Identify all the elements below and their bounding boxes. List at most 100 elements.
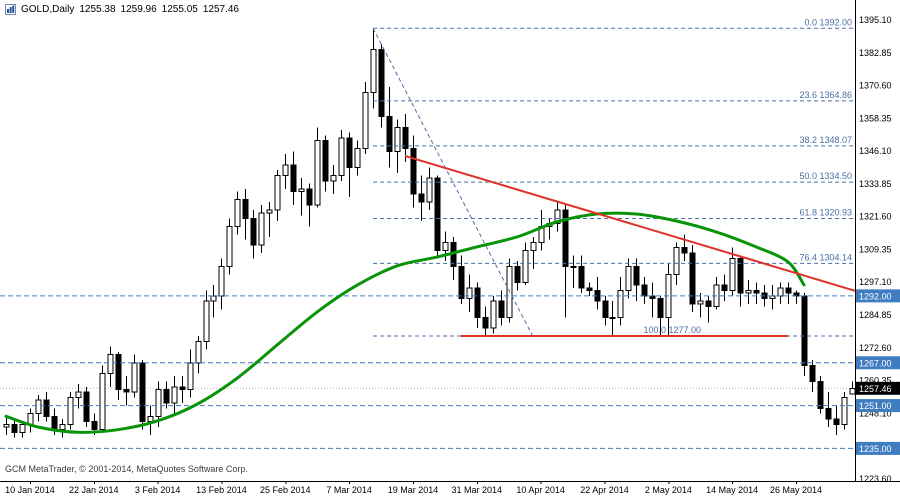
candle — [737, 255, 744, 307]
candle — [139, 360, 146, 430]
candle-body — [210, 295, 217, 302]
price-axis-label: 1370.60 — [859, 81, 892, 91]
candle-body — [123, 389, 130, 393]
candle — [625, 258, 632, 299]
candle — [298, 178, 305, 216]
candle — [378, 44, 385, 128]
candle — [195, 336, 202, 374]
candle-body — [522, 249, 529, 283]
candle — [458, 255, 465, 304]
candle-body — [354, 148, 361, 168]
candle-body — [641, 284, 648, 297]
date-axis-label: 10 Jan 2014 — [5, 485, 55, 495]
fib-level-label: 50.0 1334.50 — [799, 171, 852, 181]
candle — [490, 295, 497, 334]
candle — [482, 306, 489, 337]
candle-body — [258, 212, 265, 246]
moving-average-line[interactable] — [4, 211, 806, 434]
open-value: 1255.38 — [79, 4, 116, 15]
candle-body — [777, 287, 784, 297]
candle — [697, 293, 704, 318]
price-axis-label: 1260.35 — [859, 376, 892, 386]
candle-body — [498, 300, 505, 318]
candle-body — [609, 316, 616, 319]
candle — [386, 87, 393, 168]
candle-body — [841, 397, 848, 425]
date-axis-label: 22 Apr 2014 — [580, 485, 629, 495]
candle-body — [131, 362, 138, 393]
candle — [578, 255, 585, 294]
candle — [466, 274, 473, 312]
candle — [203, 290, 210, 350]
date-axis-label: 25 Feb 2014 — [260, 485, 311, 495]
chart-icon — [5, 4, 16, 15]
candle-body — [107, 354, 114, 374]
candle-body — [554, 209, 561, 225]
candle — [210, 285, 217, 318]
candle-body — [3, 423, 10, 428]
date-axis-label: 7 Mar 2014 — [326, 485, 372, 495]
candle-body — [801, 295, 808, 366]
symbol-period-label: GOLD,Daily — [21, 4, 75, 15]
candle-body — [155, 389, 162, 417]
candle — [171, 376, 178, 414]
candle — [179, 376, 186, 403]
candle — [234, 191, 241, 235]
candle-body — [298, 188, 305, 193]
candle — [649, 282, 656, 318]
candle — [59, 418, 66, 438]
price-axis-label: 1358.35 — [859, 113, 892, 123]
candle-body — [370, 49, 377, 94]
trend-line[interactable] — [404, 154, 857, 293]
fib-level-label: 23.6 1364.86 — [799, 90, 852, 100]
date-axis-label: 10 Apr 2014 — [516, 485, 565, 495]
candles-layer — [3, 28, 856, 438]
candle — [617, 277, 624, 326]
price-axis-label: 1297.10 — [859, 277, 892, 287]
candle-body — [27, 413, 34, 425]
fib-diagonal-line[interactable] — [372, 28, 534, 337]
candle — [825, 392, 832, 427]
candle-body — [147, 415, 154, 423]
candle-body — [394, 126, 401, 152]
fib-level-label: 100.0 1277.00 — [643, 325, 701, 335]
candle-body — [338, 137, 345, 176]
candle — [538, 210, 545, 251]
candle-body — [282, 164, 289, 176]
candle-body — [386, 116, 393, 152]
candle — [474, 282, 481, 328]
price-axis-label: 1321.60 — [859, 212, 892, 222]
price-axis-label: 1284.85 — [859, 310, 892, 320]
candle-body — [51, 415, 58, 431]
candle — [75, 384, 82, 409]
candle — [314, 127, 321, 208]
candle-body — [586, 287, 593, 292]
candle-body — [242, 199, 249, 219]
price-level-tag-label: 1235.00 — [859, 444, 892, 454]
candle — [434, 175, 441, 259]
candle — [362, 81, 369, 155]
price-axis-label: 1248.10 — [859, 408, 892, 418]
candle — [338, 129, 345, 181]
price-axis-label: 1382.85 — [859, 48, 892, 58]
candle — [67, 392, 74, 430]
candle — [242, 188, 249, 240]
copyright-notice: GCM MetaTrader, © 2001-2014, MetaQuotes … — [5, 464, 248, 474]
candle-body — [633, 265, 640, 286]
candle — [123, 376, 130, 406]
date-axis-label: 3 Feb 2014 — [135, 485, 181, 495]
candle-body — [274, 174, 281, 211]
price-axis-label: 1346.10 — [859, 146, 892, 156]
candle-body — [19, 423, 26, 433]
candle — [274, 170, 281, 221]
candle-body — [362, 92, 369, 150]
candle-body — [306, 188, 313, 206]
candle-body — [218, 265, 225, 297]
candle-body — [67, 397, 74, 425]
candle — [163, 381, 170, 409]
date-axis-label: 26 May 2014 — [770, 485, 822, 495]
candle — [817, 376, 824, 414]
candle — [3, 416, 10, 436]
